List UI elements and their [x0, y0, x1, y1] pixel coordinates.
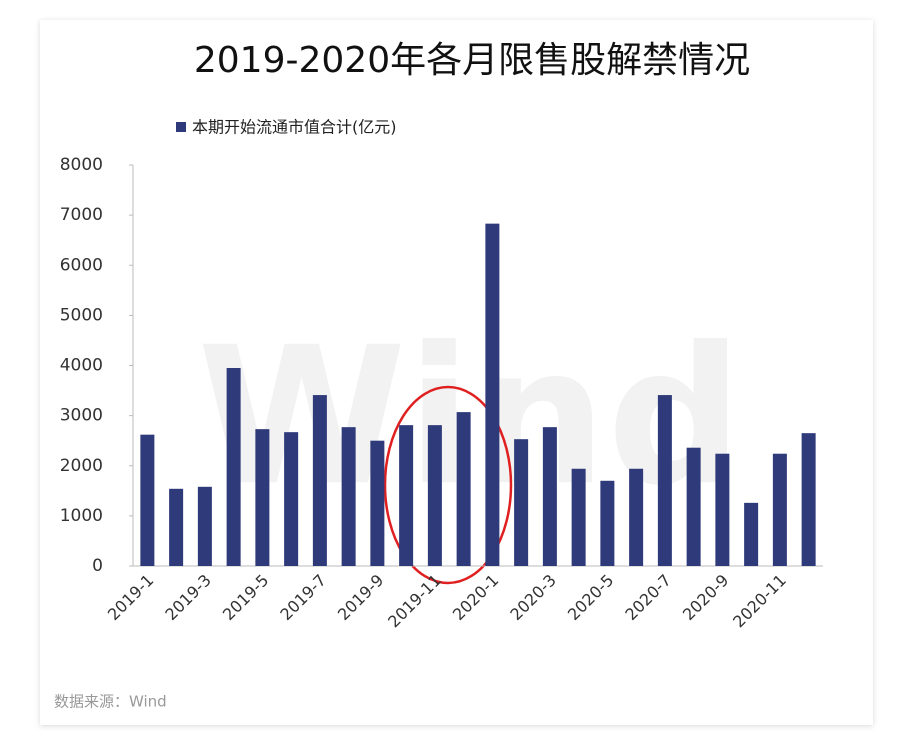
y-tick-label: 3000: [60, 406, 103, 426]
bar: [801, 433, 816, 566]
y-tick-label: 6000: [60, 255, 103, 275]
bar: [629, 468, 644, 566]
y-tick-label: 1000: [60, 506, 103, 526]
bar: [226, 368, 241, 566]
bar: [571, 468, 586, 566]
y-tick-label: 2000: [60, 456, 103, 476]
bar: [715, 453, 730, 566]
bar: [169, 488, 184, 566]
bar: [772, 453, 787, 566]
bar: [255, 429, 270, 566]
y-tick-label: 4000: [60, 356, 103, 376]
bar: [514, 439, 529, 566]
y-tick-label: 8000: [60, 155, 103, 175]
source: 数据来源：Wind: [54, 693, 167, 711]
bar: [312, 395, 327, 566]
bar: [600, 480, 615, 566]
legend-label: 本期开始流通市值合计(亿元): [192, 118, 397, 137]
bar: [744, 502, 759, 566]
y-tick-label: 5000: [60, 305, 103, 325]
bar: [657, 395, 672, 566]
legend-swatch: [176, 122, 186, 132]
bar: [370, 440, 385, 566]
bar: [456, 412, 471, 566]
bar: [485, 223, 500, 567]
chart-title: 2019-2020年各月限售股解禁情况: [194, 40, 750, 81]
highlight-circle: [383, 385, 513, 585]
bar: [686, 447, 701, 566]
bar: [197, 486, 212, 566]
bar: [140, 434, 155, 566]
y-tick-label: 7000: [60, 205, 103, 225]
bar: [427, 425, 442, 566]
bar: [284, 432, 299, 566]
y-tick-label: 0: [92, 556, 103, 576]
bar: [399, 425, 414, 566]
card: [40, 20, 873, 725]
bar: [341, 427, 356, 566]
bar: [542, 427, 557, 566]
